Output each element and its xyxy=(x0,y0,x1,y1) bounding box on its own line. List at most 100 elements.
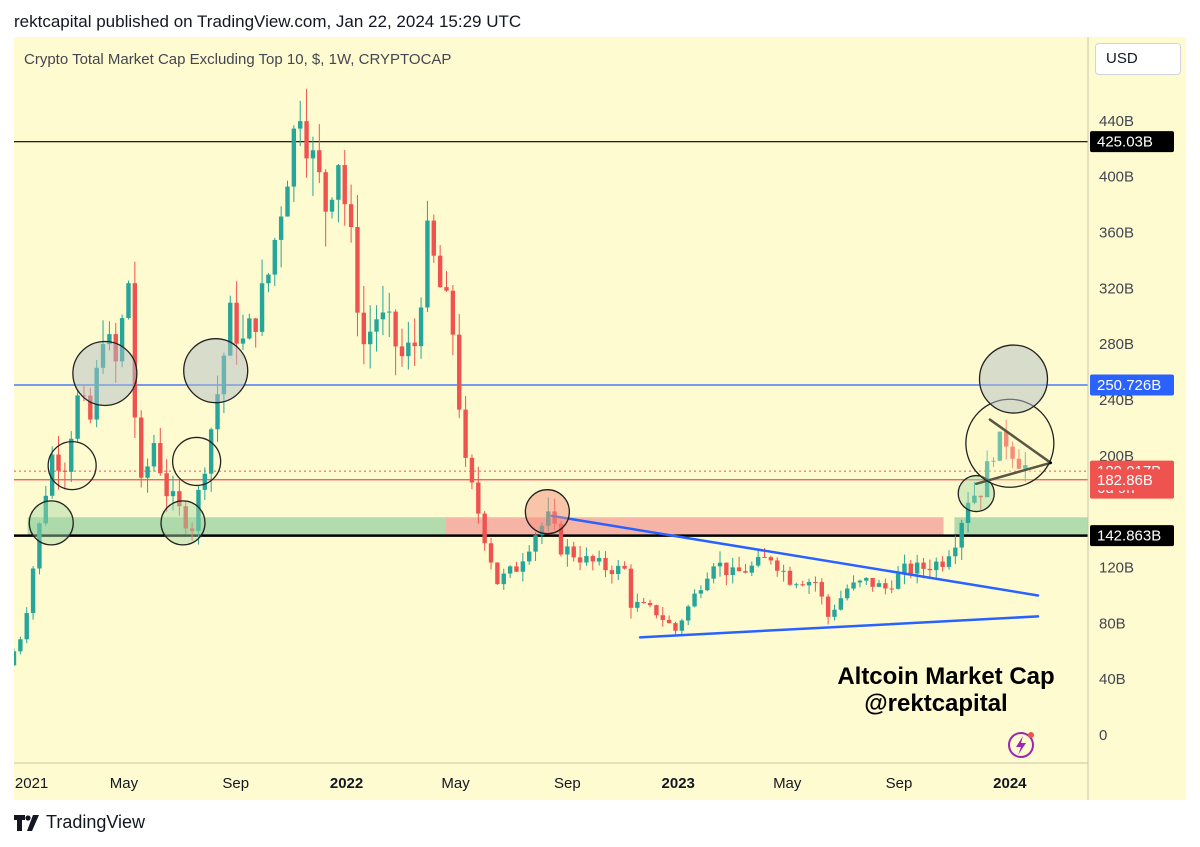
y-tick-label: 0 xyxy=(1099,727,1107,744)
candle xyxy=(476,466,481,524)
candle-body xyxy=(348,204,354,228)
candle xyxy=(62,462,68,490)
candle xyxy=(857,579,863,588)
candle xyxy=(876,579,882,588)
candle-body xyxy=(558,523,564,555)
candle xyxy=(1010,441,1015,469)
candle-body xyxy=(285,186,290,217)
candle xyxy=(367,305,373,369)
candle xyxy=(902,554,907,585)
candle xyxy=(126,280,131,320)
candle-body xyxy=(56,454,61,471)
candle-body xyxy=(425,220,430,308)
candle xyxy=(43,485,49,526)
candle-body xyxy=(463,409,468,458)
candle-body xyxy=(698,590,704,594)
candle-body xyxy=(317,150,322,173)
candle-body xyxy=(851,582,856,589)
candle-body xyxy=(908,563,914,574)
candle xyxy=(616,559,621,580)
candle-body xyxy=(934,561,939,571)
candle-body xyxy=(800,584,805,586)
trendline-1 xyxy=(638,615,1040,639)
lightning-badge-ring xyxy=(1008,732,1034,758)
candles-group xyxy=(14,88,1028,666)
candle-body xyxy=(819,582,824,597)
candle-body xyxy=(291,128,297,187)
candle-body xyxy=(88,395,93,420)
candle-body xyxy=(609,570,615,575)
candle-body xyxy=(482,513,487,544)
price-axis[interactable] xyxy=(1088,37,1186,800)
candle xyxy=(240,314,246,350)
plot-area[interactable] xyxy=(14,37,1088,763)
x-tick-label: 2021 xyxy=(15,775,48,792)
candle-body xyxy=(972,495,977,503)
candle xyxy=(189,522,195,541)
candle-body xyxy=(965,502,971,523)
candle xyxy=(921,557,926,579)
x-tick-label: 2024 xyxy=(993,775,1027,792)
highlight-circle-9 xyxy=(978,344,1049,414)
candle-body xyxy=(380,312,386,320)
candle xyxy=(749,561,755,577)
published-header: rektcapital published on TradingView.com… xyxy=(14,12,522,31)
candle xyxy=(298,100,303,147)
candle-body xyxy=(622,565,627,569)
candle xyxy=(56,436,61,490)
candle-body xyxy=(940,561,945,567)
time-axis[interactable] xyxy=(14,763,1088,800)
candle-body xyxy=(450,290,456,335)
candle xyxy=(825,594,831,625)
candle-body xyxy=(355,227,360,313)
candle-body xyxy=(208,429,214,474)
y-tick-label: 280B xyxy=(1099,336,1134,353)
candle-body xyxy=(673,623,678,631)
candle xyxy=(151,434,157,472)
candle-body xyxy=(596,557,602,562)
candle-body xyxy=(520,561,526,572)
candle xyxy=(323,169,328,247)
candle-body xyxy=(361,312,367,345)
candle xyxy=(418,297,424,359)
candle xyxy=(1004,419,1009,460)
candle xyxy=(870,577,875,592)
candle-body xyxy=(1016,458,1022,469)
candle xyxy=(730,557,735,584)
plot-layer xyxy=(14,88,1088,666)
x-tick-label: May xyxy=(441,775,470,792)
candle-body xyxy=(813,581,818,583)
lightning-bolt xyxy=(1016,736,1026,755)
candle-body xyxy=(437,255,443,288)
candle xyxy=(743,564,748,574)
candle-body xyxy=(768,557,774,561)
candle-body xyxy=(533,535,538,552)
candle-body xyxy=(476,482,481,514)
candle-body xyxy=(1010,446,1015,459)
highlight-circle-5 xyxy=(183,338,249,404)
zone-green-0 xyxy=(27,517,446,536)
candle-body xyxy=(724,562,729,576)
candle xyxy=(361,285,367,365)
y-tick-label: 400B xyxy=(1099,169,1134,186)
candle-body xyxy=(14,651,17,666)
candle xyxy=(291,125,297,203)
candle-body xyxy=(323,172,328,212)
candle-body xyxy=(342,165,347,205)
candle xyxy=(832,604,837,621)
candle xyxy=(781,564,786,582)
candle xyxy=(317,124,322,184)
y-tick-label: 240B xyxy=(1099,392,1134,409)
candle-body xyxy=(139,417,144,478)
candle-body xyxy=(838,598,844,610)
candle xyxy=(469,454,475,490)
candle xyxy=(819,578,824,605)
candle xyxy=(959,519,964,561)
currency-button[interactable]: USD xyxy=(1095,43,1181,75)
x-tick-label: 2023 xyxy=(662,775,695,792)
x-tick-label: May xyxy=(110,775,139,792)
candle xyxy=(164,459,169,512)
notification-dot xyxy=(1028,732,1034,738)
candle-body xyxy=(584,556,589,563)
tradingview-logo[interactable]: TradingView xyxy=(14,812,145,833)
